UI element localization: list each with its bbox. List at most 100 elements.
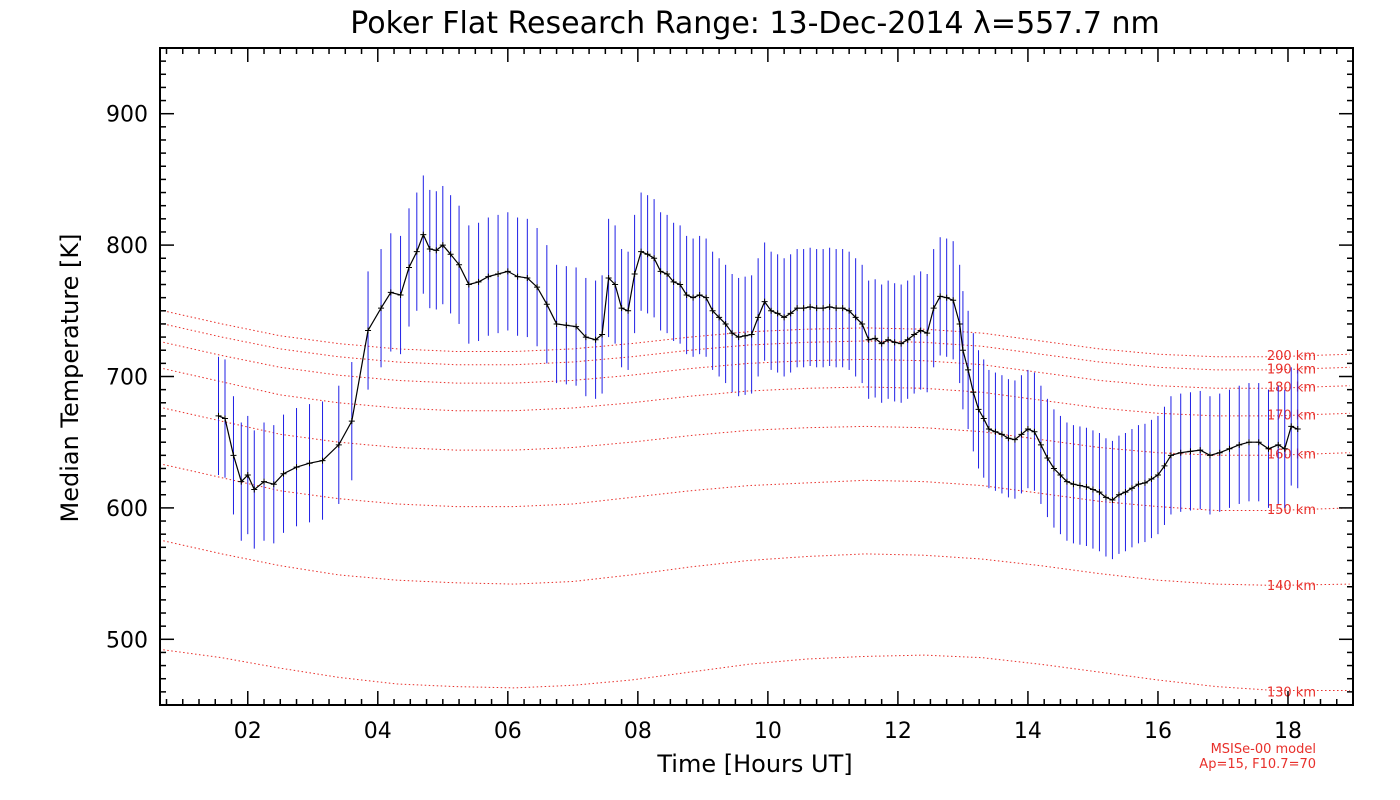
data-series	[215, 231, 1301, 504]
x-tick-label: 06	[494, 719, 522, 744]
data-point	[592, 336, 599, 343]
data-point	[1177, 449, 1184, 456]
model-curve-1	[163, 540, 1350, 586]
data-point	[238, 478, 245, 485]
data-point	[1063, 478, 1070, 485]
data-point	[677, 281, 684, 288]
data-point	[1076, 482, 1083, 489]
x-tick-label: 02	[234, 719, 262, 744]
data-point	[413, 248, 420, 255]
data-point	[937, 293, 944, 300]
data-point	[465, 281, 472, 288]
data-point	[826, 303, 833, 310]
data-point	[599, 331, 606, 338]
data-point	[683, 292, 690, 299]
data-point	[820, 305, 827, 312]
data-point	[406, 264, 413, 271]
data-point	[1226, 445, 1233, 452]
plot-frame	[159, 47, 1354, 706]
data-point	[992, 428, 999, 435]
data-point	[768, 307, 775, 314]
data-point	[1135, 481, 1142, 488]
data-point	[859, 320, 866, 327]
data-point	[244, 472, 251, 479]
data-point	[534, 284, 541, 291]
data-point	[1141, 479, 1148, 486]
data-point	[800, 305, 807, 312]
data-point	[690, 294, 697, 301]
data-point	[433, 247, 440, 254]
data-point	[426, 246, 433, 253]
data-point	[495, 271, 502, 278]
data-point	[1096, 489, 1103, 496]
data-point	[439, 242, 446, 249]
data-point	[1265, 445, 1272, 452]
data-point	[230, 452, 237, 459]
data-point	[813, 305, 820, 312]
data-point	[980, 415, 987, 422]
data-point	[1255, 439, 1262, 446]
data-point	[261, 478, 268, 485]
data-point	[365, 327, 372, 334]
data-point	[1288, 423, 1295, 430]
model-note-line2: Ap=15, F10.7=70	[1199, 757, 1316, 772]
data-point	[270, 481, 277, 488]
data-point	[553, 320, 560, 327]
data-point	[1070, 481, 1077, 488]
data-point	[1024, 426, 1031, 433]
data-point	[348, 418, 355, 425]
data-point	[872, 335, 879, 342]
data-point	[1294, 426, 1301, 433]
data-point	[222, 415, 229, 422]
data-point	[397, 292, 404, 299]
data-point	[748, 331, 755, 338]
data-point	[612, 281, 619, 288]
data-point	[1206, 452, 1213, 459]
data-point	[703, 294, 710, 301]
y-axis-label: Median Temperature [K]	[56, 233, 84, 522]
model-curve-6	[163, 323, 1350, 371]
data-point	[215, 412, 222, 419]
model-curve-label: 150 km	[1267, 503, 1316, 518]
data-point	[1031, 428, 1038, 435]
data-point	[755, 314, 762, 321]
data-point	[293, 464, 300, 471]
data-point	[722, 320, 729, 327]
model-note-line1: MSISe-00 model	[1211, 742, 1316, 757]
data-point	[524, 274, 531, 281]
x-tick-label: 14	[1014, 719, 1042, 744]
data-point	[794, 305, 801, 312]
data-point	[1089, 486, 1096, 493]
data-point	[975, 406, 982, 413]
data-point	[543, 301, 550, 308]
model-curve-5	[163, 341, 1350, 389]
data-point	[251, 486, 258, 493]
data-point	[1197, 447, 1204, 454]
data-point	[644, 251, 651, 258]
data-point	[729, 330, 736, 337]
data-point	[1122, 489, 1129, 496]
data-point	[852, 314, 859, 321]
data-point	[1245, 439, 1252, 446]
data-point	[898, 340, 905, 347]
data-point	[485, 273, 492, 280]
data-point	[1102, 494, 1109, 501]
x-tick-label: 12	[884, 719, 912, 744]
data-point	[651, 255, 658, 262]
data-point	[1115, 491, 1122, 498]
data-point	[1161, 462, 1168, 469]
data-point	[1216, 449, 1223, 456]
data-point	[1148, 475, 1155, 482]
data-point	[657, 268, 664, 275]
model-curve-label: 130 km	[1267, 686, 1316, 701]
x-tick-label: 16	[1144, 719, 1172, 744]
data-point	[716, 314, 723, 321]
data-point	[885, 336, 892, 343]
data-point	[709, 307, 716, 314]
data-point	[911, 331, 918, 338]
data-point	[865, 336, 872, 343]
error-bars	[218, 175, 1299, 560]
data-point	[807, 303, 814, 310]
data-point	[1018, 431, 1025, 438]
